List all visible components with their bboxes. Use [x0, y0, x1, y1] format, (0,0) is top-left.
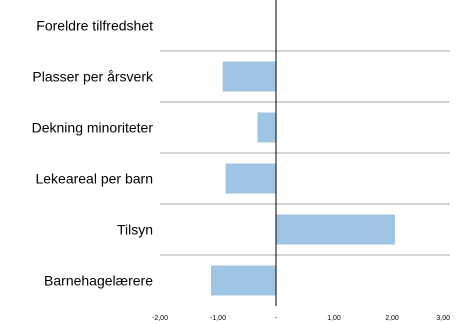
- bar: [257, 112, 276, 143]
- bar: [211, 265, 276, 296]
- x-tick-label: 1,00: [327, 315, 341, 322]
- bar: [222, 61, 276, 92]
- category-labels: Foreldre tilfredshet Plasser per årsverk D…: [32, 18, 154, 289]
- category-label: Tilsyn: [117, 222, 153, 238]
- category-label: Dekning minoriteter: [32, 120, 154, 136]
- category-separators: [160, 50, 450, 256]
- x-tick-label: -2,00: [152, 315, 168, 322]
- x-tick-label: 3,00: [436, 315, 450, 322]
- bar: [276, 214, 395, 245]
- x-tick-label: 2,00: [385, 315, 399, 322]
- x-tick-label: -1,00: [210, 315, 226, 322]
- category-label: Plasser per årsverk: [32, 69, 154, 85]
- x-tick-label: -: [275, 315, 278, 322]
- bar: [225, 163, 276, 194]
- x-tick-labels: -2,00 -1,00-1,00 2,00 3,00: [152, 315, 450, 322]
- bars: [211, 61, 395, 296]
- category-label: Barnehagelærere: [44, 273, 153, 289]
- category-label: Foreldre tilfredshet: [36, 18, 153, 34]
- category-label: Lekeareal per barn: [35, 171, 153, 187]
